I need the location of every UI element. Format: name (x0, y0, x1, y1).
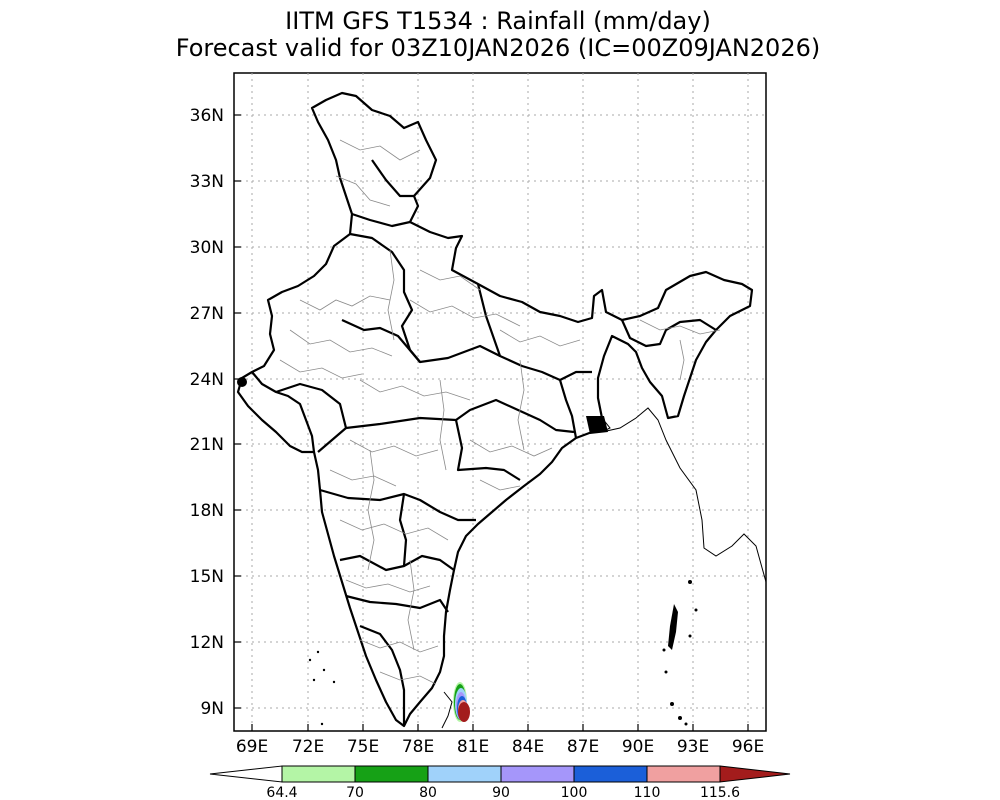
state-boundaries (275, 159, 717, 726)
gridlines (234, 73, 766, 731)
colorbar-label: 110 (634, 785, 661, 800)
colorbar-min-triangle (209, 765, 283, 783)
gujarat-coast-detail (251, 371, 316, 453)
colorbar-label: 70 (346, 785, 364, 800)
colorbar-segment (427, 765, 502, 783)
colorbar-label: 100 (561, 785, 588, 800)
longitude-labels: 69E 72E 75E 78E 81E 84E 87E 90E 93E 96E (236, 737, 764, 757)
colorbar: 64.4 70 80 90 100 110 115.6 (209, 765, 791, 800)
colorbar-segment (573, 765, 648, 783)
lon-label: 93E (677, 737, 709, 757)
latitude-labels: 36N 33N 30N 27N 24N 21N 18N 15N 12N 9N (190, 106, 224, 719)
title-line-1: IITM GFS T1534 : Rainfall (mm/day) (285, 7, 711, 35)
lon-label: 72E (292, 737, 324, 757)
lon-label: 87E (567, 737, 599, 757)
lat-label: 27N (190, 304, 224, 324)
andaman-nicobar-islands (662, 580, 698, 726)
colorbar-label: 80 (419, 785, 437, 800)
colorbar-segment (354, 765, 429, 783)
colorbar-segment (646, 765, 721, 783)
gujarat-coast-marker (237, 377, 247, 387)
colorbar-max-triangle (719, 765, 791, 783)
colorbar-label: 115.6 (700, 785, 740, 800)
lon-label: 81E (457, 737, 489, 757)
colorbar-label: 90 (492, 785, 510, 800)
district-boundaries (279, 139, 721, 685)
colorbar-segment (281, 765, 356, 783)
myanmar-coastline (601, 407, 767, 583)
colorbar-label: 64.4 (266, 785, 297, 800)
lat-label: 12N (190, 633, 224, 653)
lakshadweep-islands (308, 650, 336, 726)
sundarbans-delta (586, 416, 608, 434)
lon-label: 69E (236, 737, 268, 757)
lon-label: 78E (402, 737, 434, 757)
lon-label: 96E (732, 737, 764, 757)
lat-label: 18N (190, 501, 224, 521)
lon-label: 90E (622, 737, 654, 757)
lon-label: 75E (347, 737, 379, 757)
lat-label: 36N (190, 106, 224, 126)
lat-label: 30N (190, 238, 224, 258)
rainfall-cell (453, 682, 470, 722)
title-line-2: Forecast valid for 03Z10JAN2026 (IC=00Z0… (176, 34, 820, 62)
lat-label: 21N (190, 435, 224, 455)
lat-label: 24N (190, 370, 224, 390)
lat-label: 15N (190, 567, 224, 587)
india-outline (236, 91, 754, 728)
lat-label: 9N (200, 699, 224, 719)
colorbar-segment (500, 765, 575, 783)
lon-label: 84E (512, 737, 544, 757)
lat-label: 33N (190, 172, 224, 192)
tick-marks (234, 114, 749, 731)
sri-lanka-coast (441, 691, 453, 729)
